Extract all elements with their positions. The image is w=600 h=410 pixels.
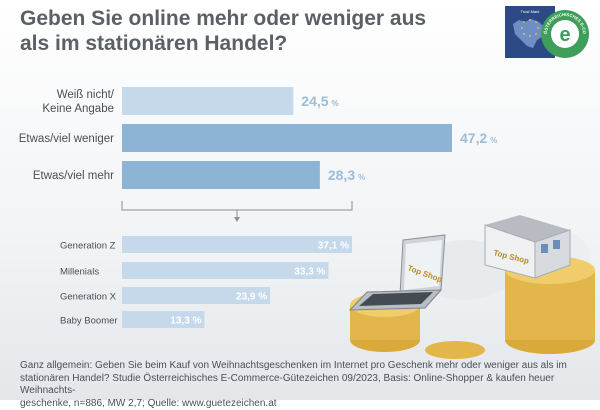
bar — [122, 87, 293, 115]
bar — [122, 124, 452, 152]
footnote-line-2: stationären Handel? Studie Österreichisc… — [20, 373, 595, 398]
footnote: Ganz allgemein: Geben Sie beim Kauf von … — [20, 360, 595, 410]
category-label: Etwas/viel mehr — [33, 170, 114, 182]
category-label: Baby Boomer — [60, 316, 118, 327]
value-label: 47,2 — [460, 130, 487, 146]
category-label: Keine Angabe — [42, 103, 114, 115]
value-label: 33,3 % — [294, 267, 325, 278]
footnote-line-1: Ganz allgemein: Geben Sie beim Kauf von … — [20, 360, 595, 373]
unit-label: % — [490, 136, 497, 145]
category-label: Weiß nicht/ — [57, 89, 115, 101]
laptop-icon: Top Shop — [350, 235, 445, 310]
category-label: Millenials — [60, 267, 99, 278]
value-label: 13,3 % — [170, 316, 201, 327]
unit-label: % — [358, 173, 365, 182]
value-label: 28,3 — [328, 167, 355, 183]
bar — [122, 161, 320, 189]
value-label: 23,9 % — [236, 292, 267, 303]
category-label: Etwas/viel weniger — [19, 133, 114, 145]
value-label: 24,5 — [301, 93, 328, 109]
shop-house-icon: Top Shop — [485, 215, 570, 278]
bracket — [122, 201, 352, 210]
unit-label: % — [332, 99, 339, 108]
arrow-head — [234, 217, 240, 222]
category-label: Generation Z — [60, 241, 116, 252]
category-label: Generation X — [60, 292, 117, 303]
footnote-line-3: geschenke, n=886, MW 2,7; Quelle: www.gu… — [20, 398, 595, 410]
shop-illustration: Top Shop Top Shop — [345, 210, 595, 360]
